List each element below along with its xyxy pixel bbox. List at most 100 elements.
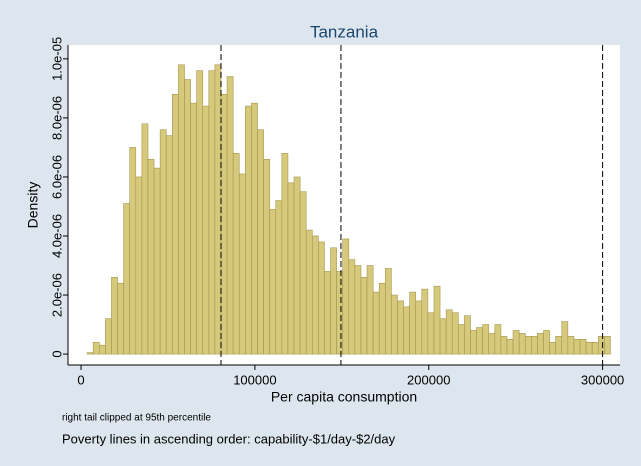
- bar: [391, 294, 398, 355]
- bar: [147, 158, 155, 355]
- bar: [105, 318, 112, 355]
- x-tick-label: 0: [77, 372, 84, 387]
- bar: [92, 341, 100, 355]
- bar: [184, 79, 191, 355]
- bar: [220, 93, 228, 355]
- bar: [439, 318, 447, 355]
- bar: [245, 105, 252, 355]
- bar: [397, 300, 404, 355]
- note: Poverty lines in ascending order: capabi…: [62, 431, 396, 446]
- bar: [482, 324, 490, 355]
- bar: [232, 153, 240, 355]
- bar: [464, 315, 471, 355]
- bar: [153, 167, 161, 355]
- chart-title: Tanzania: [310, 22, 379, 41]
- bar: [299, 191, 307, 355]
- bar: [579, 339, 587, 355]
- bar: [524, 336, 532, 355]
- bar: [336, 271, 343, 355]
- bar: [281, 153, 289, 355]
- bar: [172, 93, 179, 355]
- bar: [226, 76, 234, 355]
- bar: [275, 200, 283, 355]
- bar: [263, 158, 270, 355]
- bar: [421, 288, 429, 355]
- bar: [257, 129, 264, 355]
- bar: [165, 135, 173, 355]
- bar: [354, 265, 362, 355]
- bar: [591, 341, 599, 355]
- bar: [129, 147, 137, 355]
- bar: [318, 241, 325, 355]
- bar: [238, 173, 246, 355]
- x-tick-label: 300000: [581, 372, 624, 387]
- bar: [293, 176, 301, 355]
- bar: [342, 238, 350, 355]
- bar: [531, 336, 538, 355]
- bar: [597, 336, 605, 355]
- bar: [366, 265, 374, 355]
- bar: [433, 285, 441, 355]
- y-tick-label: 0: [49, 350, 64, 357]
- bar: [445, 309, 453, 355]
- bar: [537, 333, 544, 355]
- bar: [567, 336, 575, 355]
- bar: [178, 64, 185, 355]
- bar: [202, 105, 210, 355]
- bar: [86, 352, 94, 355]
- bar: [409, 291, 417, 355]
- x-tick-label: 200000: [407, 372, 450, 387]
- bar: [476, 327, 483, 355]
- bar: [506, 339, 514, 355]
- y-tick-label: 1.0e-05: [49, 37, 64, 81]
- bar: [378, 282, 386, 355]
- bar: [208, 70, 216, 355]
- bar: [214, 64, 222, 355]
- y-tick-label: 8.0e-06: [49, 96, 64, 140]
- bar: [324, 271, 331, 355]
- y-tick-label: 6.0e-06: [49, 155, 64, 199]
- bar: [518, 333, 526, 355]
- bar: [543, 330, 550, 355]
- bar: [348, 259, 356, 355]
- bar: [555, 336, 563, 355]
- note: right tail clipped at 95th percentile: [62, 413, 211, 424]
- bar: [470, 330, 477, 355]
- bar: [585, 341, 593, 355]
- bar: [384, 268, 392, 355]
- bar: [372, 291, 380, 355]
- bar: [251, 102, 258, 355]
- bar: [403, 306, 410, 355]
- bar: [458, 324, 465, 355]
- bar: [269, 209, 277, 355]
- bar: [117, 282, 124, 355]
- bar: [561, 321, 569, 355]
- bar: [111, 277, 118, 355]
- bar: [500, 336, 508, 355]
- bar: [488, 333, 496, 355]
- x-axis-label: Per capita consumption: [271, 389, 417, 405]
- y-tick-label: 4.0e-06: [49, 214, 64, 258]
- bar: [123, 203, 131, 355]
- bar: [135, 176, 143, 355]
- bar: [141, 123, 149, 355]
- bar: [415, 300, 423, 355]
- bar: [287, 182, 295, 355]
- bar: [427, 312, 435, 355]
- bar: [573, 339, 581, 355]
- y-tick-label: 2.0e-06: [49, 273, 64, 317]
- bar: [305, 229, 313, 355]
- bar: [494, 324, 502, 355]
- bar: [604, 336, 611, 355]
- bar: [159, 129, 167, 355]
- bar: [190, 102, 197, 355]
- bar: [360, 277, 368, 355]
- bar: [98, 344, 106, 355]
- bar: [311, 235, 319, 355]
- bar: [549, 341, 556, 355]
- y-axis-label: Density: [25, 182, 41, 229]
- x-tick-label: 100000: [233, 372, 276, 387]
- bar: [330, 247, 337, 355]
- bar: [451, 312, 459, 355]
